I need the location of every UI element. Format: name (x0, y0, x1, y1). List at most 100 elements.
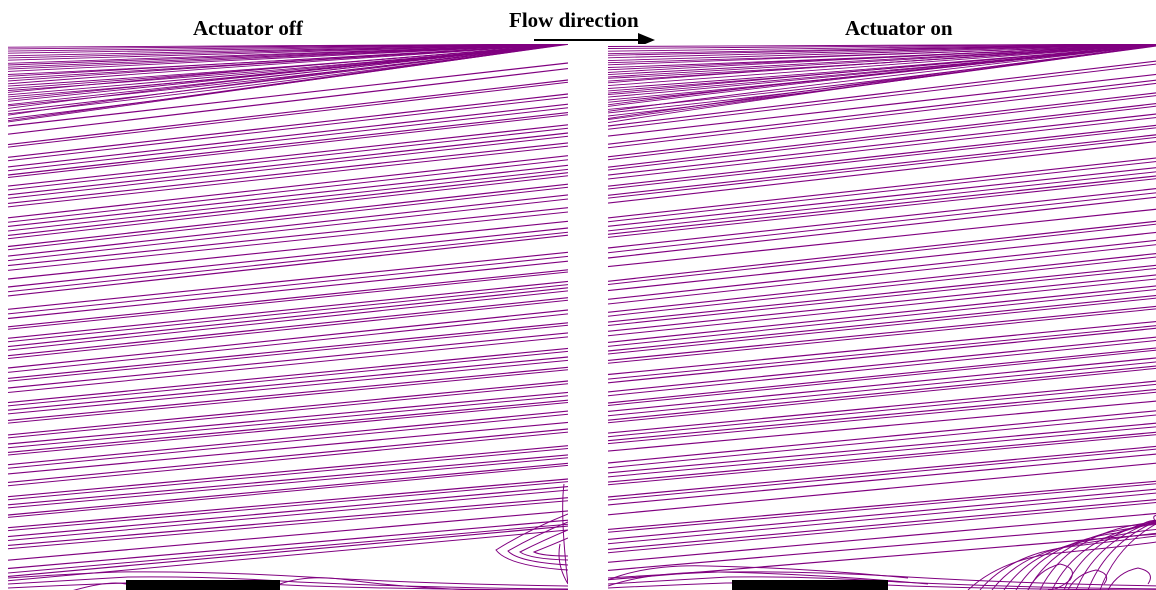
streamline (608, 357, 1156, 412)
streamline (608, 113, 1156, 176)
streamline (608, 44, 1156, 66)
streamline (8, 227, 568, 288)
left-panel-title: Actuator off (193, 16, 303, 40)
streamline (8, 380, 568, 436)
streamline (1099, 523, 1156, 590)
streamline (608, 178, 1156, 238)
streamline (8, 510, 568, 561)
streamline (608, 453, 1156, 506)
streamline (8, 103, 568, 168)
streamline (8, 142, 568, 204)
streamline (73, 582, 127, 590)
streamline (608, 264, 1156, 323)
streamline (8, 81, 568, 148)
streamline (608, 522, 1156, 571)
streamline (608, 223, 1156, 285)
streamline (608, 45, 1156, 119)
streamline (608, 388, 1156, 442)
streamline (608, 305, 1156, 361)
streamline (8, 44, 568, 123)
streamline (8, 234, 568, 297)
streamline (1027, 563, 1073, 590)
streamline (8, 486, 568, 538)
streamline (608, 488, 1156, 540)
streamline (608, 361, 1156, 417)
streamline (608, 134, 1156, 196)
streamline (495, 513, 568, 571)
streamline (608, 349, 1156, 406)
streamline (8, 127, 568, 191)
streamline (8, 44, 568, 93)
streamline (8, 44, 568, 72)
streamline (608, 431, 1156, 483)
streamline (608, 44, 1156, 112)
streamline (8, 448, 568, 501)
streamline (8, 183, 568, 248)
streamline (8, 132, 568, 196)
streamline (8, 172, 568, 236)
streamline (608, 92, 1156, 158)
streamline (8, 431, 568, 487)
streamline (8, 269, 568, 328)
streamline (8, 309, 568, 369)
streamline (608, 127, 1156, 190)
streamline (8, 391, 568, 445)
streamline (608, 383, 1156, 438)
streamline (608, 571, 1156, 587)
streamline (8, 186, 568, 251)
streamline (8, 44, 568, 122)
streamline (608, 325, 1156, 380)
streamline (608, 414, 1156, 469)
right-panel-title: Actuator on (845, 16, 953, 40)
streamline (8, 299, 568, 359)
streamline (608, 502, 1156, 554)
streamline (608, 63, 1156, 130)
streamline (8, 359, 568, 415)
streamline (608, 347, 1156, 404)
streamline (8, 445, 568, 498)
streamline (8, 399, 568, 453)
streamline (8, 571, 568, 587)
streamline-plot-actuator-off (8, 44, 568, 590)
streamline (8, 481, 568, 532)
streamline (608, 448, 1156, 501)
streamline (8, 428, 568, 483)
streamline (608, 576, 1156, 590)
streamline (8, 290, 568, 351)
streamline (562, 483, 568, 585)
streamline (8, 124, 568, 187)
streamline (608, 192, 1156, 254)
streamline (608, 44, 1156, 87)
streamline (1039, 515, 1156, 590)
streamline (8, 93, 568, 158)
streamline (608, 426, 1156, 478)
actuator-bar (732, 580, 888, 590)
streamline (608, 367, 1156, 424)
streamline (608, 340, 1156, 397)
streamline (8, 255, 568, 315)
streamline (8, 96, 568, 162)
streamline (8, 500, 568, 550)
streamline (8, 44, 568, 70)
streamline (608, 73, 1156, 137)
streamline-plot-actuator-on (608, 44, 1156, 590)
streamline (608, 82, 1156, 149)
streamline (1015, 523, 1156, 590)
streamline (608, 187, 1156, 249)
streamline (608, 400, 1156, 452)
streamline (608, 171, 1156, 232)
streamline (608, 136, 1156, 199)
streamline (608, 483, 1156, 533)
streamline (608, 434, 1156, 486)
streamline (507, 521, 568, 566)
streamline (608, 208, 1156, 268)
streamline (8, 112, 568, 176)
streamline (8, 366, 568, 421)
streamline (608, 44, 1156, 49)
streamline (8, 211, 568, 271)
streamline (8, 207, 568, 267)
streamline (519, 529, 568, 561)
streamline (8, 356, 568, 411)
streamline (608, 410, 1156, 464)
streamline (608, 44, 1156, 62)
